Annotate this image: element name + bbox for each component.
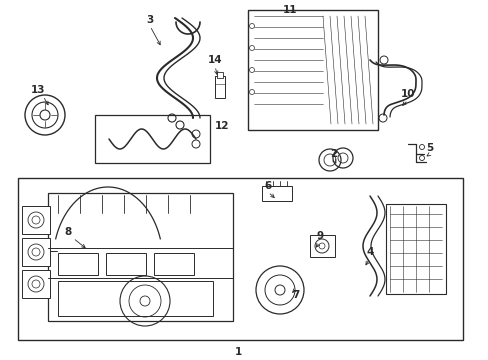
Bar bbox=[22, 270, 50, 298]
Text: 5: 5 bbox=[426, 143, 433, 153]
Text: 8: 8 bbox=[64, 227, 71, 237]
Bar bbox=[106, 253, 146, 275]
Bar bbox=[309, 235, 334, 257]
Bar bbox=[48, 193, 232, 321]
Bar bbox=[58, 281, 213, 316]
Text: 1: 1 bbox=[234, 347, 241, 357]
Text: 12: 12 bbox=[214, 121, 229, 131]
Text: 14: 14 bbox=[207, 55, 222, 65]
Bar bbox=[215, 76, 224, 98]
Bar bbox=[58, 253, 98, 275]
Text: 10: 10 bbox=[400, 89, 414, 99]
Bar bbox=[385, 204, 445, 294]
Bar bbox=[217, 72, 223, 78]
Text: 3: 3 bbox=[146, 15, 153, 25]
Bar bbox=[154, 253, 194, 275]
Text: 13: 13 bbox=[31, 85, 45, 95]
Bar bbox=[262, 186, 291, 201]
Bar bbox=[247, 10, 377, 130]
Text: 11: 11 bbox=[282, 5, 297, 15]
Bar bbox=[22, 238, 50, 266]
Text: 7: 7 bbox=[292, 290, 299, 300]
Bar bbox=[18, 178, 462, 340]
Text: 2: 2 bbox=[330, 149, 337, 159]
Text: 6: 6 bbox=[264, 181, 271, 191]
Bar bbox=[95, 115, 209, 163]
Text: 4: 4 bbox=[366, 247, 373, 257]
Bar bbox=[22, 206, 50, 234]
Text: 9: 9 bbox=[316, 231, 323, 241]
